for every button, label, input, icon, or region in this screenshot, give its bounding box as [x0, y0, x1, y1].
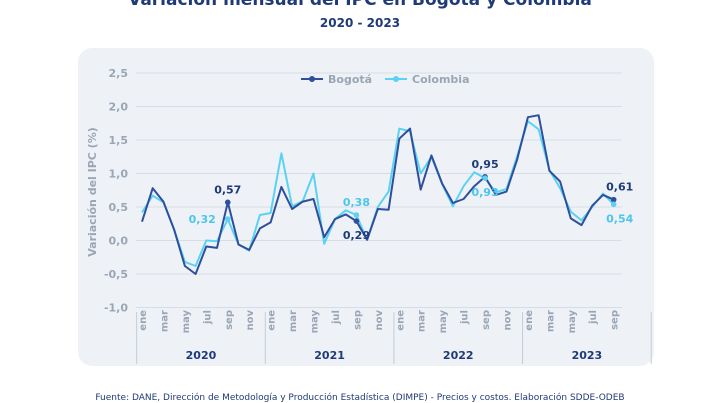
- x-tick-label: sep: [352, 310, 363, 330]
- data-label: 0,93: [471, 186, 498, 199]
- x-tick-label: mar: [288, 310, 299, 332]
- x-tick-label: ene: [267, 310, 278, 331]
- data-point: [224, 216, 231, 222]
- legend-marker: [309, 76, 315, 82]
- data-point: [610, 201, 617, 208]
- x-tick-label: sep: [224, 310, 235, 330]
- grid-lines: [136, 72, 622, 308]
- data-point: [482, 175, 488, 181]
- y-tick-label: 2,5: [109, 67, 129, 80]
- y-tick-label: 2,0: [109, 101, 129, 114]
- x-tick-label: mar: [417, 310, 428, 332]
- x-tick-label: nov: [374, 310, 385, 331]
- data-point: [353, 218, 360, 224]
- legend-marker: [393, 76, 399, 82]
- data-label: 0,32: [189, 213, 216, 226]
- series-line-0: [141, 114, 615, 275]
- x-tick-label: nov: [502, 310, 513, 331]
- y-tick-label: -0,5: [104, 268, 128, 281]
- data-label: 0,54: [606, 212, 633, 225]
- x-tick-label: jul: [331, 310, 342, 325]
- x-tick-label: mar: [545, 310, 556, 332]
- legend-label: Bogotá: [328, 73, 372, 86]
- data-label: 0,29: [343, 229, 370, 242]
- y-tick-label: 0,5: [109, 201, 129, 214]
- x-tick-label: sep: [481, 310, 492, 330]
- x-axis: ene mar may jul sep nov ene mar may jul sep nov ene m…: [136, 310, 652, 364]
- y-axis: 2,5 2,0 1,5 1,0 0,5 0,0 -0,5 -1,0: [104, 67, 128, 315]
- y-tick-label: 1,0: [109, 168, 129, 181]
- series-lines: [141, 114, 615, 275]
- year-label: 2023: [572, 349, 603, 362]
- chart-subtitle: 2020 - 2023: [319, 16, 401, 30]
- y-tick-label: 1,5: [109, 134, 129, 147]
- year-label: 2021: [314, 349, 345, 362]
- x-tick-label: sep: [610, 310, 621, 330]
- x-tick-label: may: [181, 310, 192, 334]
- legend: Bogotá Colombia: [301, 73, 470, 86]
- data-label: 0,61: [606, 181, 633, 194]
- data-point: [224, 199, 231, 206]
- year-label: 2022: [443, 349, 474, 362]
- data-labels: 0,57 0,32 0,38 0,29 0,95 0,93 0,61 0,54: [189, 158, 634, 242]
- x-tick-label: ene: [138, 310, 149, 331]
- x-tick-label: may: [567, 310, 578, 334]
- data-point: [610, 196, 617, 203]
- x-tick-label: mar: [159, 310, 170, 332]
- y-tick-label: 0,0: [109, 235, 129, 248]
- x-tick-label: ene: [395, 310, 406, 331]
- y-tick-label: -1,0: [104, 302, 128, 315]
- x-tick-label: jul: [202, 310, 213, 325]
- y-axis-label: Variación del IPC (%): [86, 127, 99, 257]
- x-tick-label: may: [310, 310, 321, 334]
- chart-title: Variación mensual del IPC en Bogotá y Co…: [128, 0, 592, 10]
- source-note: Fuente: DANE, Dirección de Metodología y…: [95, 393, 625, 403]
- x-tick-label: nov: [245, 310, 256, 331]
- year-label: 2020: [186, 349, 217, 362]
- x-tick-label: ene: [524, 310, 535, 331]
- legend-label: Colombia: [412, 73, 470, 86]
- data-label: 0,95: [471, 158, 498, 171]
- data-label: 0,57: [214, 183, 241, 196]
- x-tick-label: jul: [460, 310, 471, 325]
- x-tick-label: may: [438, 310, 449, 334]
- x-tick-label: jul: [588, 310, 599, 325]
- data-point: [353, 212, 360, 218]
- data-label: 0,38: [343, 196, 370, 209]
